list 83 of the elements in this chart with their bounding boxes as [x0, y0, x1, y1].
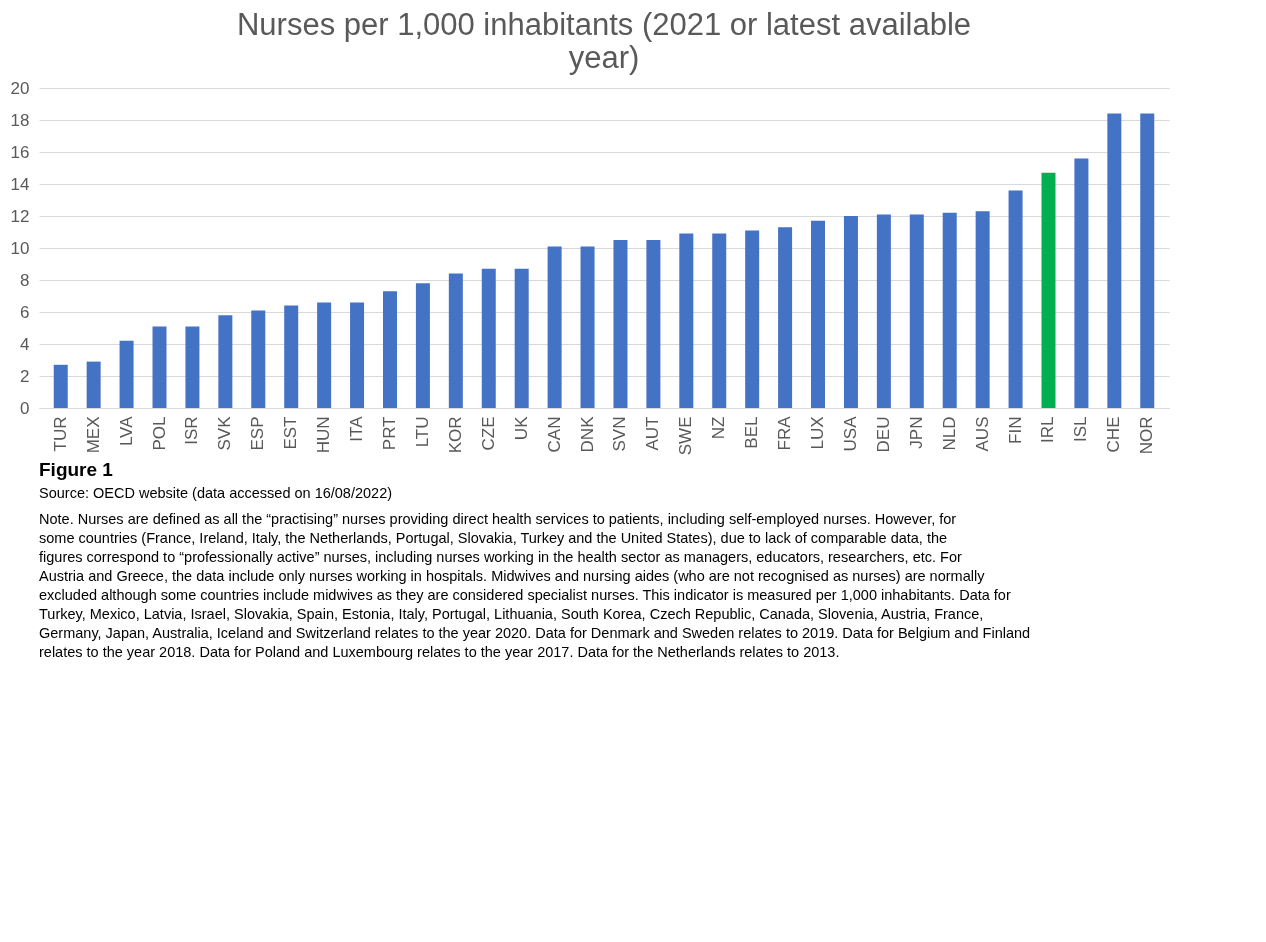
- y-tick-label: 10: [10, 238, 30, 258]
- bar: [514, 268, 529, 408]
- x-tick-label: AUS: [972, 416, 992, 452]
- x-tick-label: NZ: [709, 416, 729, 440]
- y-tick-label: 14: [10, 174, 30, 194]
- x-tick-label: MEX: [83, 416, 103, 454]
- y-tick-label: 6: [20, 302, 30, 322]
- x-tick-label: USA: [840, 415, 860, 452]
- bar: [284, 305, 299, 408]
- x-tick-label: SVK: [215, 415, 235, 451]
- x-tick-label: EST: [281, 416, 301, 450]
- bar: [876, 214, 891, 408]
- bar: [382, 291, 397, 408]
- bar: [86, 361, 101, 408]
- bar: [1140, 113, 1155, 408]
- y-tick-label: 18: [10, 110, 30, 130]
- bar: [119, 340, 134, 408]
- x-tick-label: SVN: [610, 416, 630, 452]
- x-tick-label: ESP: [248, 416, 268, 451]
- x-tick-label: LTU: [412, 416, 432, 448]
- bar: [1041, 172, 1056, 408]
- x-tick-label: ISR: [182, 416, 202, 445]
- x-tick-label: JPN: [906, 416, 926, 449]
- bar: [646, 240, 661, 408]
- x-tick-label: FRA: [775, 415, 795, 451]
- x-tick-label: CAN: [544, 416, 564, 453]
- bar: [909, 214, 924, 408]
- x-tick-label: NLD: [939, 416, 959, 451]
- bar: [745, 230, 760, 408]
- x-tick-label: CZE: [478, 416, 498, 451]
- bar: [547, 246, 562, 408]
- x-tick-label: PRT: [379, 416, 399, 451]
- bar: [1008, 190, 1023, 408]
- x-tick-label: CHE: [1104, 416, 1124, 453]
- source-note: Source: OECD website (data accessed on 16/08/2022): [39, 485, 393, 501]
- bar: [975, 211, 990, 408]
- x-tick-label: TUR: [50, 416, 70, 452]
- bar: [251, 310, 266, 408]
- y-tick-label: 12: [10, 206, 30, 226]
- bar: [811, 220, 826, 408]
- x-tick-label: SWE: [676, 416, 696, 456]
- x-tick-label: LVA: [116, 415, 136, 447]
- y-tick-label: 16: [10, 142, 30, 162]
- x-tick-label: POL: [149, 416, 169, 451]
- x-tick-label: LUX: [808, 416, 828, 450]
- x-tick-label: ISL: [1071, 416, 1091, 443]
- x-tick-label: DEU: [873, 416, 893, 453]
- text: Note. Nurses are defined as all the “practising” nurses providing direct health services to patients, including self-employed nurses. However, for some countries (France, Ireland, Italy, the Netherlands, Portugal, Slovakia, Turkey and the United States), due to lack of comparable data, the figures correspond to “professionally active” nurses, including nurses working in the health sector as managers, educators, researchers, etc. For Austria and Greece, the data include only nurses working in hospitals. Midwives and nursing aides (who are not recognised as nurses) are normally excluded although some countries include midwives as they are considered specialist nurses. This indicator is measured per 1,000 inhabitants. Data for Turkey, Mexico, Latvia, Israel, Slovakia, Spain, Estonia, Italy, Portugal, Lithuania, South Korea, Czech Republic, Canada, Slovenia, Austria, France, Germany, Japan, Australia, Iceland and Switzerland relates to the year 2020. Data for Denmark and Sweden relates to 2019. Data for Belgium and Finland relates to the year 2018. Data for Poland and Luxembourg relates to the year 2017. Data for the Netherlands relates to 2013.: [39, 511, 1031, 660]
- bar: [317, 302, 332, 408]
- x-tick-label: FIN: [1005, 416, 1025, 444]
- x-tick-label: BEL: [742, 416, 762, 449]
- bar: [712, 233, 727, 408]
- bar: [218, 315, 233, 408]
- x-tick-label: NOR: [1137, 416, 1157, 455]
- y-tick-label: 8: [20, 270, 30, 290]
- x-tick-label: IRL: [1038, 416, 1058, 443]
- x-tick-label: AUT: [643, 416, 663, 451]
- bar: [843, 216, 858, 408]
- bar: [53, 364, 68, 408]
- caption: Figure 1: [39, 459, 114, 480]
- x-tick-label: HUN: [314, 416, 334, 454]
- bar: [580, 246, 595, 408]
- bar: [613, 240, 628, 408]
- bar: [448, 273, 463, 408]
- chart-title: Nurses per 1,000 inhabitants (2021 or latest available year): [236, 7, 972, 75]
- bar: [152, 326, 167, 408]
- x-tick-label: UK: [511, 415, 531, 441]
- bar: [1107, 113, 1122, 408]
- bar: [1074, 158, 1089, 408]
- bar: [185, 326, 200, 408]
- y-tick-label: 2: [20, 366, 30, 386]
- bar: [350, 302, 365, 408]
- x-tick-label: KOR: [445, 416, 465, 454]
- bar: [415, 283, 430, 408]
- bar: [481, 268, 496, 408]
- bar: [679, 233, 694, 408]
- x-tick-label: ITA: [347, 415, 367, 442]
- bar: [942, 212, 957, 408]
- y-tick-label: 20: [10, 78, 30, 98]
- x-tick-label: DNK: [577, 415, 597, 453]
- bar: [778, 227, 793, 408]
- y-tick-label: 0: [20, 398, 30, 418]
- y-tick-label: 4: [20, 334, 30, 354]
